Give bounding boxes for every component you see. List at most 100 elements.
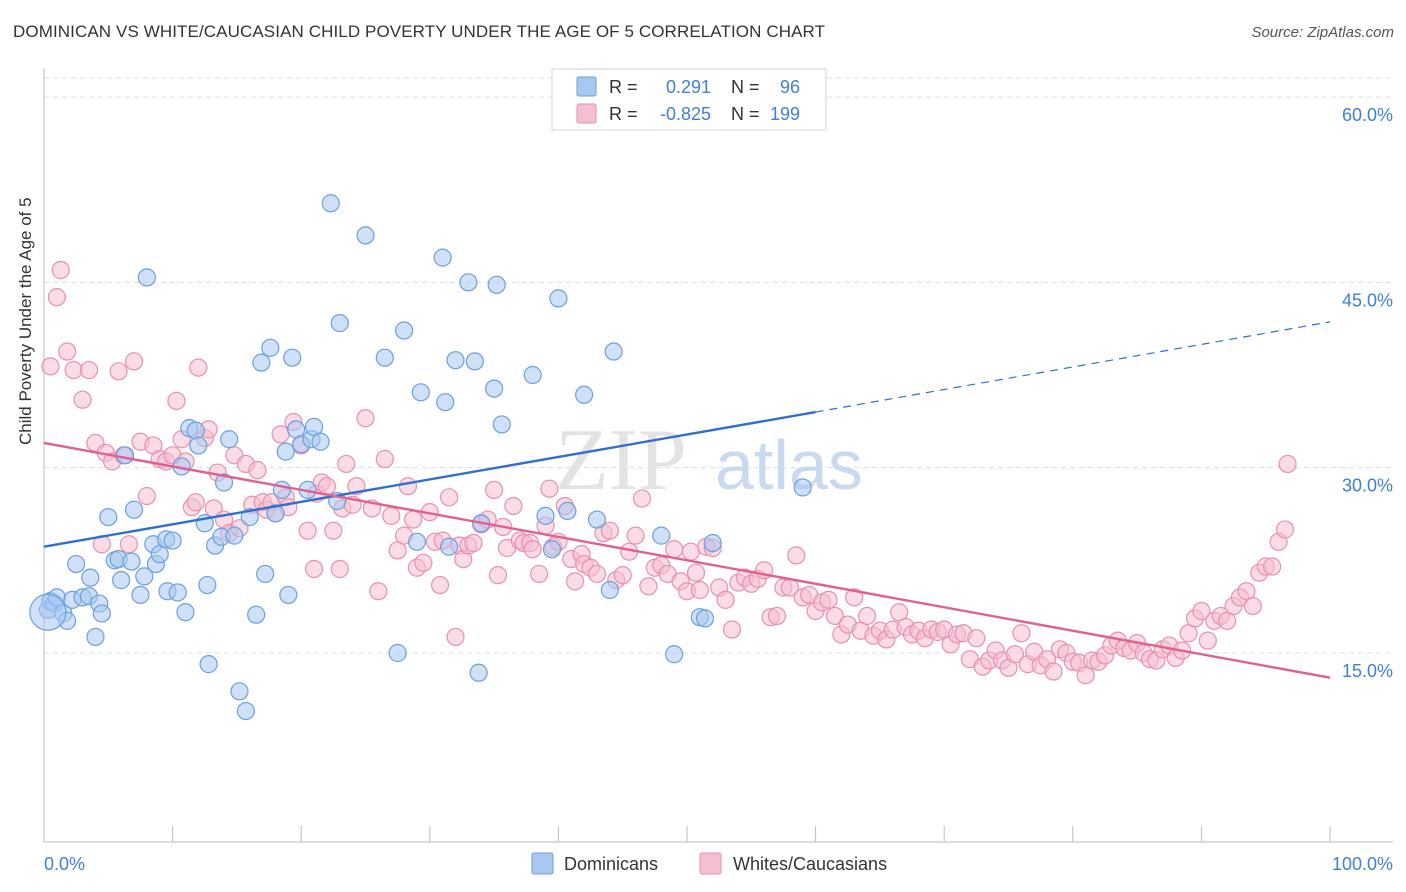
legend: R = 0.291 N = 96 R = -0.825 N = 199	[551, 68, 827, 131]
trend-line-dominicans-extension	[815, 321, 1331, 413]
x-tick-label-min: 0.0%	[44, 854, 85, 874]
whites-point	[248, 461, 267, 480]
whites-point	[317, 477, 337, 496]
whites-point	[681, 542, 700, 561]
dominican-point	[492, 415, 511, 434]
dominican-point	[600, 580, 619, 600]
whites-point	[504, 496, 523, 516]
whites-point	[1192, 601, 1211, 621]
dominican-point	[523, 365, 542, 385]
whites-point	[356, 409, 375, 428]
whites-point	[967, 629, 986, 648]
watermark-zip: ZIP	[555, 412, 687, 509]
series-dominicans-points	[29, 194, 812, 721]
dominican-point	[99, 507, 118, 527]
whites-point	[119, 535, 138, 554]
whites-point	[369, 582, 388, 601]
dominican-point	[652, 526, 671, 545]
source-note: Source: ZipAtlas.com	[1251, 24, 1394, 41]
dominican-point	[252, 353, 271, 372]
dominican-point	[199, 655, 218, 674]
whites-point	[819, 590, 838, 609]
whites-point	[587, 564, 607, 584]
whites-point	[167, 391, 186, 411]
whites-point	[304, 559, 324, 579]
dominican-point	[587, 510, 607, 529]
whites-point	[47, 288, 66, 307]
dominican-point	[695, 609, 715, 628]
whites-point	[1275, 520, 1295, 539]
whites-point	[414, 553, 433, 572]
whites-point	[690, 580, 709, 600]
whites-point	[523, 540, 542, 559]
dominican-point	[388, 643, 407, 663]
dominican-point	[436, 393, 455, 412]
whites-point	[1278, 454, 1297, 474]
dominican-point	[549, 289, 568, 308]
whites-point	[566, 572, 585, 591]
whites-point	[324, 521, 343, 540]
dominican-point	[330, 314, 349, 333]
legend-n-value-1: 96	[780, 77, 800, 97]
whites-point	[330, 559, 349, 579]
whites-point	[540, 479, 559, 498]
legend-r-label-1: R =	[609, 77, 638, 97]
whites-point	[464, 533, 483, 553]
legend-swatch-whites	[576, 103, 597, 124]
dominican-point	[168, 583, 187, 602]
whites-point	[186, 493, 205, 512]
whites-point	[73, 390, 92, 409]
whites-point	[716, 590, 735, 609]
legend-swatch-dominicans	[576, 76, 597, 97]
trend-lines	[43, 321, 1331, 679]
y-tick-label: 60.0%	[1342, 105, 1393, 125]
whites-point	[430, 575, 450, 595]
whites-point	[1044, 662, 1063, 681]
legend-n-value-2: 199	[770, 104, 800, 124]
dominican-point	[356, 226, 375, 245]
dominican-point	[266, 504, 285, 523]
whites-point	[686, 563, 706, 582]
dominican-point	[283, 348, 302, 367]
dominican-point	[256, 564, 275, 584]
dominican-point	[247, 605, 266, 624]
whites-point	[398, 477, 418, 496]
trend-line-whites	[43, 441, 1331, 679]
dominican-point	[279, 585, 298, 605]
dominican-point	[487, 275, 506, 294]
dominican-point	[122, 552, 141, 571]
bottom-legend: Dominicans Whites/Caucasians	[531, 852, 887, 875]
dominican-point	[225, 526, 244, 545]
chart-title: DOMINICAN VS WHITE/CAUCASIAN CHILD POVER…	[13, 22, 826, 41]
whites-point	[58, 342, 77, 361]
whites-point	[109, 362, 128, 381]
whites-point	[64, 360, 83, 380]
dominican-point	[321, 194, 340, 213]
dominican-point	[92, 604, 111, 623]
whites-point	[488, 566, 508, 585]
dominican-point	[112, 571, 131, 590]
whites-point	[271, 425, 290, 444]
dominican-point	[189, 436, 208, 455]
dominican-point	[604, 342, 623, 361]
dominican-point	[542, 540, 562, 559]
whites-point	[403, 510, 423, 529]
dominican-point	[135, 567, 154, 586]
y-tick-label: 15.0%	[1342, 661, 1393, 681]
bottom-legend-swatch-dominicans	[531, 852, 554, 875]
whites-point	[626, 526, 645, 545]
watermark-atlas: atlas	[715, 426, 863, 504]
dominican-point	[186, 421, 205, 440]
dominican-point	[67, 554, 86, 574]
watermark: ZIP atlas	[555, 412, 863, 509]
dominican-point	[311, 432, 330, 451]
dominican-point	[411, 383, 430, 402]
legend-box	[551, 68, 827, 131]
whites-point	[530, 564, 549, 584]
bottom-legend-swatch-whites	[699, 852, 722, 875]
whites-point	[1243, 596, 1262, 616]
legend-r-label-2: R =	[609, 104, 638, 124]
dominican-point	[176, 603, 195, 622]
dominican-point	[469, 663, 488, 682]
